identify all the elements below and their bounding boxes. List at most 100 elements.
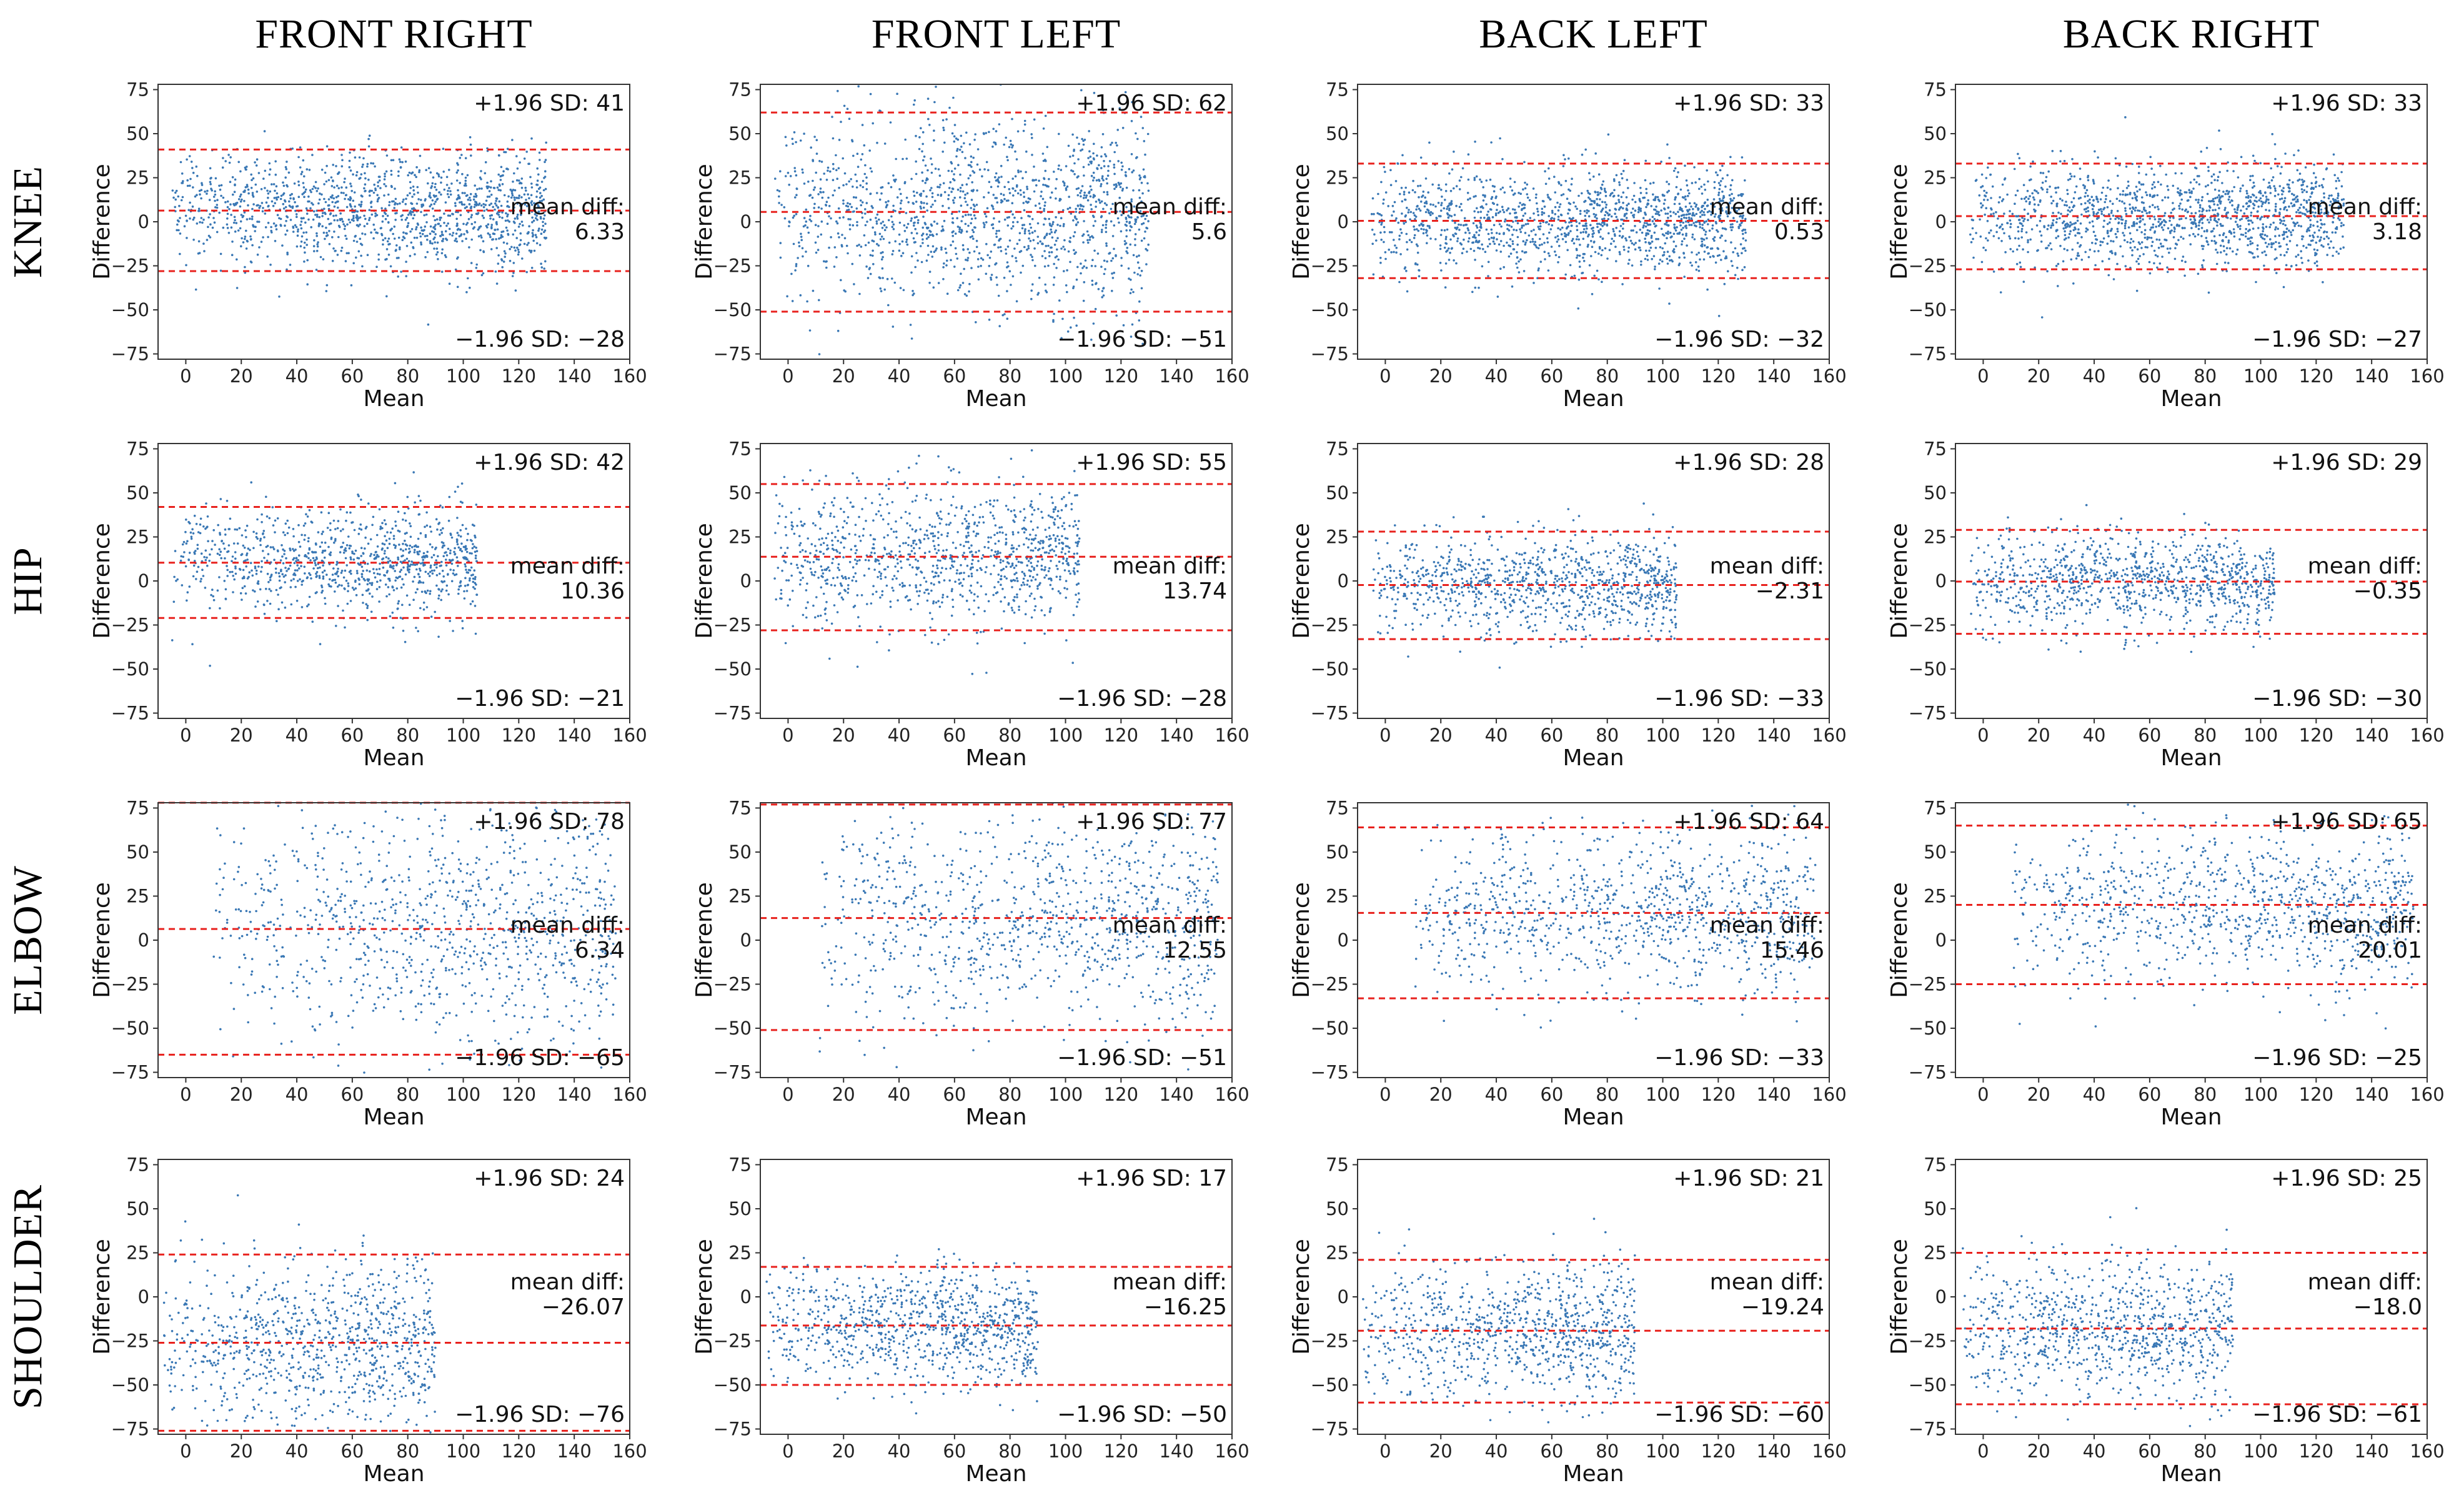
data-point bbox=[497, 206, 499, 209]
data-point bbox=[1653, 231, 1656, 234]
data-point bbox=[920, 201, 923, 204]
data-point bbox=[527, 231, 530, 234]
data-point bbox=[1689, 202, 1691, 205]
data-point bbox=[913, 241, 916, 244]
data-point bbox=[1498, 243, 1501, 246]
data-point bbox=[437, 175, 440, 178]
data-point bbox=[1526, 183, 1529, 186]
data-point bbox=[956, 188, 960, 191]
data-point bbox=[1056, 237, 1059, 240]
data-point bbox=[2102, 237, 2105, 240]
data-point bbox=[1695, 203, 1698, 206]
data-point bbox=[1685, 179, 1688, 182]
data-point bbox=[1397, 221, 1400, 224]
data-point bbox=[802, 255, 804, 258]
data-point bbox=[2262, 194, 2264, 197]
data-point bbox=[2126, 193, 2129, 196]
data-point bbox=[390, 169, 393, 172]
data-point bbox=[1441, 202, 1443, 204]
data-point bbox=[360, 201, 363, 204]
panel-knee-back-left-xtick-label: 0 bbox=[1379, 365, 1391, 387]
data-point bbox=[429, 242, 432, 244]
data-point bbox=[965, 201, 967, 203]
data-point bbox=[179, 217, 181, 219]
data-point bbox=[981, 258, 985, 261]
data-point bbox=[1041, 255, 1044, 257]
data-point bbox=[925, 177, 928, 180]
data-point bbox=[1992, 235, 1995, 237]
data-point bbox=[996, 201, 999, 204]
data-point bbox=[425, 213, 428, 216]
panel-knee-front-left-xtick-label: 20 bbox=[832, 365, 855, 387]
data-point bbox=[1732, 197, 1736, 200]
data-point bbox=[940, 246, 943, 249]
data-point bbox=[1075, 211, 1078, 213]
data-point bbox=[959, 187, 962, 189]
data-point bbox=[1990, 197, 1992, 199]
data-point bbox=[464, 182, 467, 185]
data-point bbox=[261, 210, 264, 213]
data-point bbox=[2198, 204, 2202, 207]
data-point bbox=[1403, 222, 1406, 225]
data-point bbox=[495, 282, 499, 285]
data-point bbox=[322, 231, 325, 234]
data-point bbox=[867, 277, 870, 279]
data-point bbox=[293, 182, 296, 185]
data-point bbox=[925, 237, 928, 240]
data-point bbox=[1587, 244, 1589, 246]
data-point bbox=[1700, 186, 1703, 188]
data-point bbox=[2049, 186, 2051, 188]
data-point bbox=[528, 225, 530, 228]
data-point bbox=[1105, 231, 1108, 234]
data-point bbox=[1543, 242, 1546, 244]
data-point bbox=[991, 146, 994, 148]
data-point bbox=[286, 251, 289, 254]
data-point bbox=[2239, 187, 2242, 190]
data-point bbox=[1737, 226, 1740, 228]
data-point bbox=[2303, 189, 2306, 192]
data-point bbox=[1388, 248, 1390, 251]
data-point bbox=[1653, 217, 1656, 221]
panel-knee-front-right-ytick-label: −75 bbox=[111, 344, 149, 365]
data-point bbox=[996, 185, 1000, 188]
data-point bbox=[415, 226, 418, 229]
data-point bbox=[197, 209, 200, 212]
data-point bbox=[950, 191, 953, 193]
data-point bbox=[349, 151, 351, 154]
data-point bbox=[448, 169, 450, 171]
data-point bbox=[1031, 255, 1033, 259]
data-point bbox=[811, 196, 814, 199]
data-point bbox=[442, 147, 445, 150]
data-point bbox=[1111, 235, 1115, 237]
data-point bbox=[1694, 224, 1696, 227]
data-point bbox=[296, 234, 299, 237]
data-point bbox=[1118, 196, 1121, 199]
data-point bbox=[2236, 224, 2239, 226]
data-point bbox=[1400, 187, 1403, 189]
data-point bbox=[324, 212, 327, 216]
data-point bbox=[2309, 196, 2312, 198]
data-point bbox=[875, 220, 878, 223]
data-point bbox=[1091, 236, 1095, 239]
data-point bbox=[1662, 254, 1666, 256]
data-point bbox=[366, 162, 369, 166]
data-point bbox=[1647, 223, 1650, 226]
data-point bbox=[1011, 225, 1015, 228]
data-point bbox=[1519, 258, 1522, 261]
data-point bbox=[523, 193, 526, 196]
data-point bbox=[1036, 293, 1039, 296]
data-point bbox=[514, 249, 517, 252]
data-point bbox=[491, 238, 494, 241]
panel-knee-front-right-ytick-label: 75 bbox=[126, 79, 149, 100]
data-point bbox=[1471, 290, 1474, 294]
data-point bbox=[1724, 228, 1727, 231]
data-point bbox=[2192, 232, 2195, 236]
data-point bbox=[367, 178, 370, 181]
data-point bbox=[1572, 242, 1576, 245]
data-point bbox=[2092, 225, 2095, 228]
data-point bbox=[1082, 241, 1085, 244]
data-point bbox=[475, 263, 478, 266]
data-point bbox=[859, 199, 862, 202]
data-point bbox=[980, 257, 983, 260]
data-point bbox=[1100, 185, 1102, 187]
